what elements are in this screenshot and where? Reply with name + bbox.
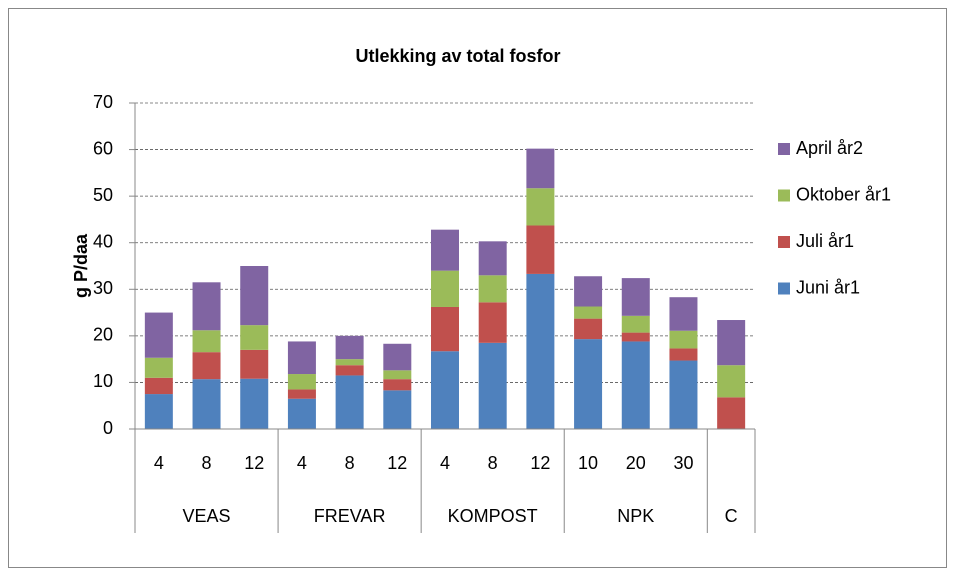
x-tick-label: 12 [387,453,407,473]
x-tick-label: 4 [297,453,307,473]
bar-segment [621,315,650,333]
bar-segment [335,375,364,429]
bar-segment [287,389,316,399]
bar-segment [240,378,269,429]
x-tick-label: 8 [488,453,498,473]
bar-segment [287,398,316,429]
bar-segment [621,341,650,429]
bar-segment [335,359,364,366]
y-axis-label: g P/daa [71,233,91,298]
bar-segment [144,357,173,378]
bar-segment [383,343,412,371]
x-tick-label: 12 [244,453,264,473]
chart-frame [8,8,947,568]
bar-segment [717,365,746,398]
y-tick-label: 60 [93,138,113,158]
bar-segment [526,225,555,274]
bar-segment [431,229,459,271]
bar-segment [287,341,316,375]
bar-segment [144,394,173,429]
bar-segment [383,379,412,391]
bar-segment [478,275,507,303]
bar-segment [192,352,221,380]
bar-segment [240,325,269,350]
bar-segment [240,266,269,326]
bar-segment [240,349,269,379]
y-tick-label: 70 [93,92,113,112]
group-label: VEAS [183,506,231,526]
legend-label: April år2 [796,138,863,158]
y-tick-label: 20 [93,325,113,345]
x-tick-label: 8 [202,453,212,473]
group-label: NPK [617,506,654,526]
bar-segment [431,351,459,429]
x-tick-label: 20 [626,453,646,473]
y-tick-label: 0 [103,418,113,438]
group-label: FREVAR [314,506,386,526]
bar-segment [717,397,746,429]
group-label: KOMPOST [448,506,538,526]
legend-swatch [778,143,790,155]
bar-segment [478,241,507,276]
bar-segment [669,330,698,349]
bar-segment [669,297,698,331]
legend-swatch [778,189,790,202]
legend-label: Juni år1 [796,277,860,297]
x-tick-label: 8 [345,453,355,473]
legend-label: Juli år1 [796,231,854,251]
group-label: C [725,506,738,526]
bar-segment [621,278,650,316]
bar-segment [335,335,364,360]
bar-segment [335,365,364,376]
bar-segment [431,270,459,307]
bar-segment [526,188,555,226]
y-tick-label: 30 [93,278,113,298]
bar-segment [144,312,173,358]
bar-segment [478,342,507,429]
bar-segment [383,390,412,429]
bar-segment [431,306,459,352]
bar-segment [669,348,698,361]
x-tick-label: 10 [578,453,598,473]
bar-segment [192,282,221,331]
legend-swatch [778,282,790,295]
bar-segment [717,320,746,366]
bar-segment [526,273,555,429]
y-tick-label: 40 [93,231,113,251]
x-tick-label: 4 [440,453,450,473]
x-tick-label: 30 [673,453,693,473]
bar-segment [574,318,603,340]
y-tick-label: 10 [93,371,113,391]
y-tick-label: 50 [93,185,113,205]
chart-title: Utlekking av total fosfor [355,46,560,66]
bar-segment [574,306,603,319]
bar-segment [478,302,507,343]
bar-segment [192,379,221,429]
bar-segment [574,276,603,307]
bar-segment [526,148,555,189]
x-tick-label: 4 [154,453,164,473]
bar-segment [192,330,221,353]
bar-segment [287,374,316,390]
bar-segment [144,377,173,395]
legend-swatch [778,236,790,248]
bar-segment [383,370,412,380]
x-tick-label: 12 [530,453,550,473]
bar-segment [621,332,650,342]
bar-segment [574,339,603,429]
bar-segment [669,360,698,429]
legend-label: Oktober år1 [796,184,891,204]
